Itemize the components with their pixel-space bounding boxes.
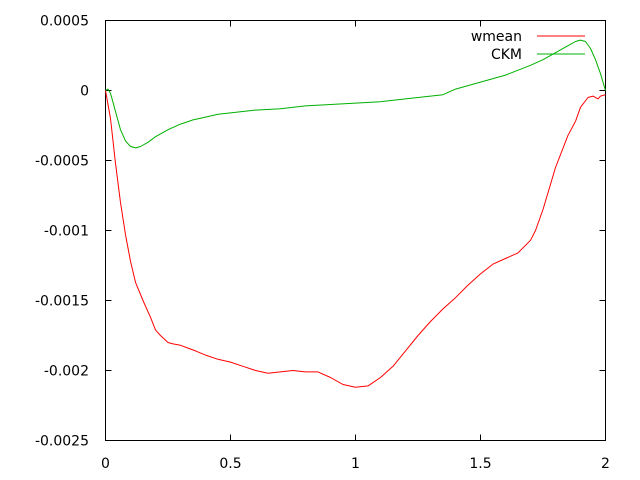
series-line-ckm <box>105 39 606 149</box>
x-tick-label: 0.5 <box>219 456 241 472</box>
plot-frame <box>105 20 606 441</box>
legend: wmean CKM <box>471 29 585 63</box>
y-tick-label: -0.0025 <box>35 434 89 450</box>
y-tick-label: -0.001 <box>44 224 89 240</box>
x-tick-label: 0 <box>101 456 110 472</box>
x-tick-label: 1 <box>351 456 360 472</box>
x-tick-label: 1.5 <box>469 456 491 472</box>
y-tick-label: 0.0005 <box>40 14 89 30</box>
series-layer <box>105 39 606 388</box>
y-tick-label: 0 <box>80 84 89 100</box>
y-tick-label: -0.0005 <box>35 154 89 170</box>
y-tick-label: -0.0015 <box>35 294 89 310</box>
x-tick-label: 2 <box>601 456 610 472</box>
y-tick-label: -0.002 <box>44 364 89 380</box>
legend-label-wmean: wmean <box>471 29 522 45</box>
legend-label-ckm: CKM <box>491 47 522 63</box>
series-line-wmean <box>105 90 606 388</box>
axis-ticks: 0 0.5 1 1.5 2 0.0005 0 -0.0005 -0.001 -0.0015 -0.0… <box>35 14 610 473</box>
